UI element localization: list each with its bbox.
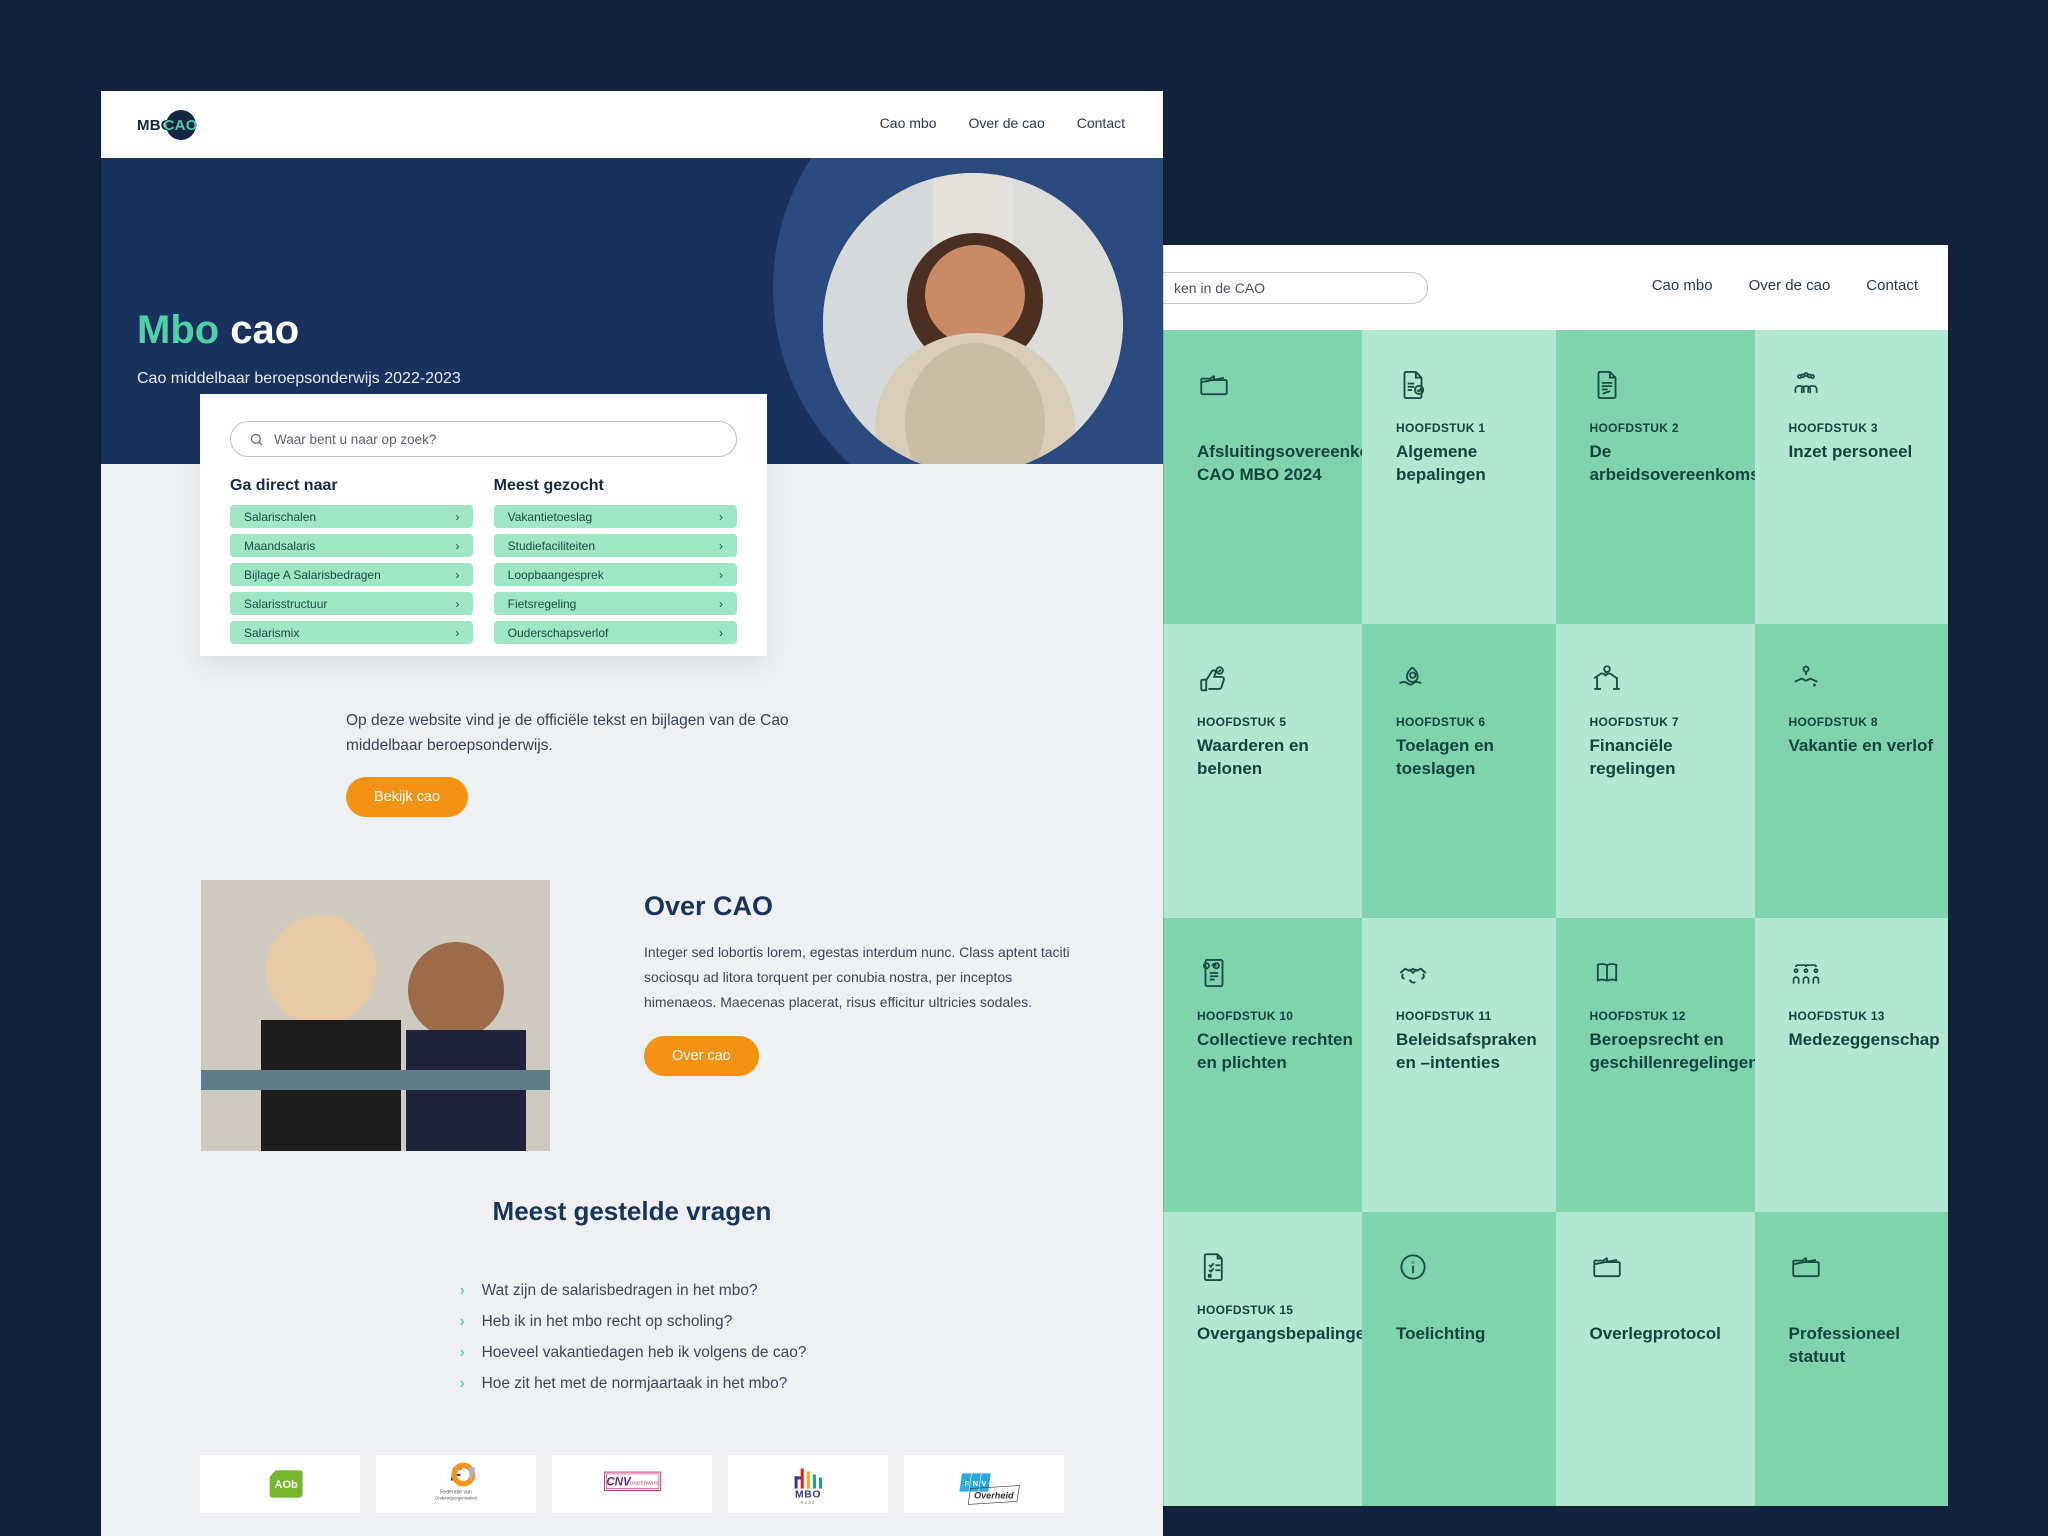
svg-text:Federatie van: Federatie van [440,1489,472,1495]
svg-text:Overheid: Overheid [974,1490,1014,1500]
svg-text:ONDERWIJS: ONDERWIJS [630,1480,660,1486]
svg-text:V: V [982,1479,987,1488]
svg-text:Onderwijsorganisaties: Onderwijsorganisaties [435,1496,477,1501]
svg-text:AOb: AOb [275,1479,298,1491]
svg-text:CNV: CNV [606,1476,632,1489]
svg-text:N: N [973,1479,978,1488]
svg-text:F: F [965,1479,970,1488]
svg-text:MBO: MBO [795,1490,821,1501]
svg-text:Raad: Raad [800,1500,815,1505]
